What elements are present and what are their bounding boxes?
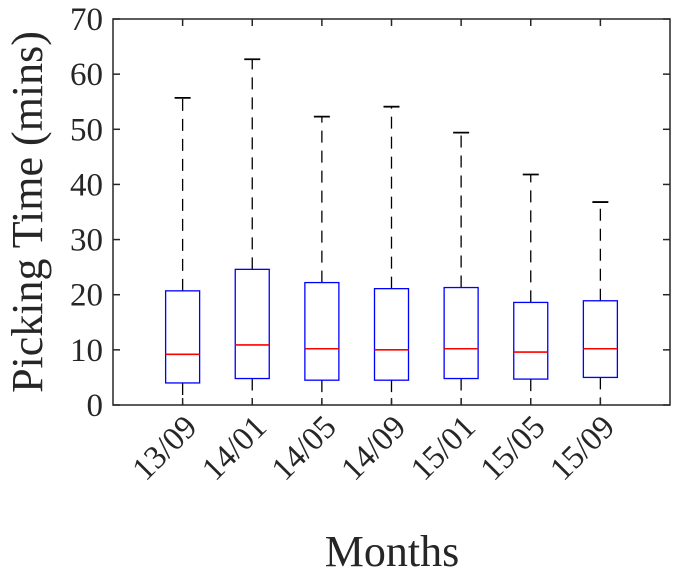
box-iqr (582, 300, 619, 379)
y-tick-label: 50 (70, 112, 103, 148)
y-tick-label: 10 (70, 333, 103, 369)
plot-area (164, 58, 619, 405)
box-iqr (234, 268, 270, 380)
box-14-01 (234, 58, 270, 405)
x-tick-label: 15/05 (474, 409, 553, 488)
y-axis-title: Picking Time (mins) (3, 31, 52, 393)
box-iqr (304, 281, 340, 381)
box-15-05 (513, 173, 549, 405)
box-14-05 (304, 115, 340, 405)
x-tick-label: 15/09 (543, 409, 622, 488)
x-tick-label: 13/09 (126, 409, 205, 488)
y-tick-label: 70 (70, 2, 103, 38)
x-tick-label: 14/09 (335, 409, 414, 488)
box-15-09 (582, 201, 619, 405)
box-13-09 (164, 96, 201, 405)
y-tick-label: 30 (70, 223, 103, 259)
x-axis-title: Months (325, 527, 459, 576)
y-tick-label: 60 (70, 57, 103, 93)
y-tick-label: 40 (70, 167, 103, 203)
box-15-01 (443, 131, 479, 405)
x-tick-label: 14/01 (195, 409, 274, 488)
y-tick-label: 20 (70, 278, 103, 314)
box-iqr (373, 287, 410, 381)
box-14-09 (373, 105, 410, 405)
axes-frame (112, 18, 671, 406)
box-iqr (513, 301, 549, 380)
box-iqr (164, 290, 201, 384)
box-iqr (443, 286, 479, 380)
x-tick-label: 15/01 (404, 409, 483, 488)
x-tick-label: 14/05 (265, 409, 344, 488)
y-axis: 0 10 20 30 40 50 60 70 (70, 2, 670, 424)
y-tick-label: 0 (87, 388, 104, 424)
